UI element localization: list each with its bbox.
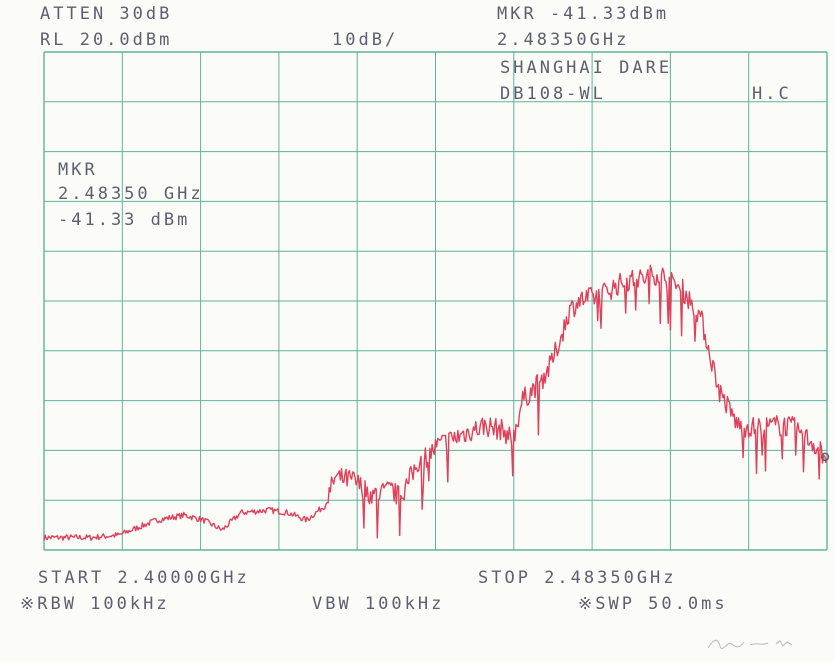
marker-point [820, 452, 830, 462]
attenuation-readout: ATTEN 30dB [40, 4, 173, 24]
marker-box-level: -41.33 dBm [58, 210, 191, 230]
marker-frequency-readout: 2.48350GHz [497, 30, 630, 50]
marker-box-frequency: 2.48350 GHz [58, 184, 204, 204]
graticule [43, 51, 828, 551]
trace-group [43, 264, 828, 541]
brand-label: SHANGHAI DARE [500, 58, 673, 78]
rbw-setting: ※RBW 100kHz [20, 594, 170, 614]
model-label: DB108-WL [500, 84, 606, 104]
scale-readout: 10dB/ [332, 30, 399, 50]
reference-level-readout: RL 20.0dBm [40, 30, 173, 50]
sweep-setting: ※SWP 50.0ms [578, 594, 728, 614]
stop-frequency: STOP 2.48350GHz [478, 568, 677, 588]
marker-level-readout: MKR -41.33dBm [497, 4, 670, 24]
initials-label: H.C [752, 84, 792, 104]
vbw-setting: VBW 100kHz [312, 594, 445, 614]
start-frequency: START 2.40000GHz [38, 568, 250, 588]
spectrum-trace [43, 264, 828, 541]
marker-box-title: MKR [58, 160, 98, 180]
signature-mark [707, 639, 793, 650]
